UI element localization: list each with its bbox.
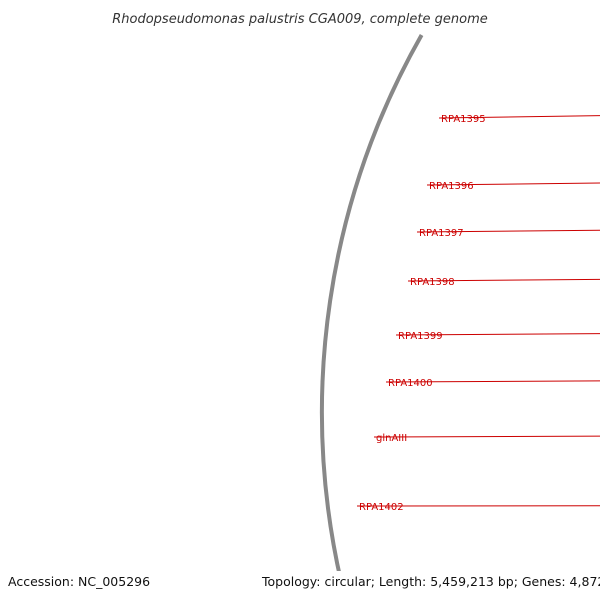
gene-label: RPA1398	[410, 277, 455, 288]
arc-layer: 1542 kbp1544 kbp1546 kbp1548 kbp1550 kbp…	[320, 34, 424, 583]
gene-label: RPA1400	[388, 378, 433, 389]
accession-bg	[4, 571, 146, 591]
gene-label-layer: RPA1395 RPA1396 RPA1397 RPA1398 RPA1399 RPA14…	[356, 114, 600, 513]
gene-label: RPA1402	[359, 502, 404, 513]
gene-label: RPA1399	[398, 331, 443, 342]
gene-label: glnAIII	[376, 433, 407, 444]
gene-label: RPA1396	[429, 181, 474, 192]
gene-label: RPA1397	[419, 228, 464, 239]
map-title: Rhodopseudomonas palustris CGA009, compl…	[112, 12, 488, 27]
accession-text: Accession: NC_005296	[8, 574, 150, 589]
topology-summary: Topology: circular; Length: 5,459,213 bp…	[261, 574, 600, 589]
gene-label-leader	[373, 435, 600, 438]
gene-label: RPA1395	[441, 114, 486, 125]
summary-bg	[258, 571, 596, 591]
genome-backbone	[320, 34, 424, 583]
